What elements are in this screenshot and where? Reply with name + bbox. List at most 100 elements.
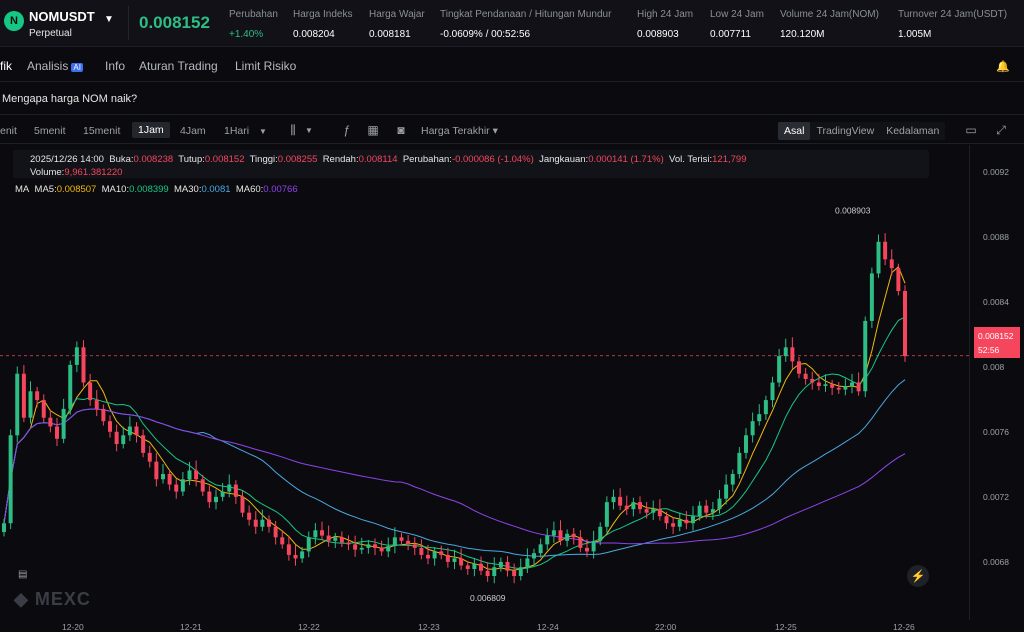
candle-body [227, 484, 232, 492]
candle-body [94, 400, 99, 409]
ma-legend[interactable]: MA MA5:0.008507 MA10:0.008399 MA30:0.008… [15, 184, 298, 195]
candle-body [21, 373, 26, 418]
ma30-label: MA30: [174, 184, 202, 195]
y-tick: 0.0088 [983, 232, 1009, 242]
tab-info[interactable]: Info [105, 59, 126, 73]
candle-body [518, 567, 523, 577]
candle-body [903, 291, 907, 357]
candle-body [306, 537, 311, 552]
candle-body [777, 356, 782, 383]
price-type-label: Harga Terakhir [421, 125, 490, 137]
candle-body [88, 382, 93, 401]
ai-prompt-bar[interactable]: Mengapa harga NOM naik? [0, 83, 1024, 115]
indicator-icon[interactable]: ƒ [343, 123, 351, 137]
chart-tabs: fik Analisis AI Info Aturan Trading Limit… [0, 48, 1024, 82]
candle-body [353, 544, 358, 550]
symbol-name: NOMUSDT [29, 9, 95, 24]
fullscreen-icon[interactable]: ⤢ [996, 123, 1006, 137]
candle-body [631, 502, 636, 510]
lightning-icon[interactable]: ⚡ [907, 565, 929, 587]
candle-body [300, 551, 305, 559]
candle-body [710, 509, 715, 513]
candle-body [253, 519, 258, 527]
view-asal[interactable]: Asal [778, 122, 811, 140]
candle-body [571, 533, 576, 538]
candle-body [15, 373, 20, 436]
candle-body [28, 391, 33, 418]
filled-vol-label: Vol. Terisi: [669, 154, 713, 165]
volume-label: Volume: [30, 167, 65, 178]
ai-badge: AI [71, 63, 83, 72]
candle-body [233, 484, 238, 497]
view-kedalaman[interactable]: Kedalaman [886, 125, 940, 137]
tab-aturan-trading[interactable]: Aturan Trading [139, 59, 218, 73]
close-label: Tutup: [178, 154, 205, 165]
volume-value: 9,961.381220 [64, 167, 123, 178]
camera-icon[interactable]: ◙ [397, 123, 405, 137]
candle-body [750, 421, 755, 436]
interval-4jam[interactable]: 4Jam [180, 125, 206, 137]
candle-body [532, 553, 536, 559]
candle-body [379, 547, 384, 552]
candle-body [127, 426, 132, 436]
x-tick: 22:00 [655, 622, 677, 632]
candle-body [267, 519, 271, 527]
volume-line: Volume:9,961.381220 [30, 167, 122, 178]
interval-5menit[interactable]: 5menit [34, 125, 66, 137]
candle-body [744, 435, 748, 453]
candle-body [200, 479, 205, 492]
interval-1hari[interactable]: 1Hari [224, 125, 250, 137]
candlestick-chart[interactable]: 0.008903 0.006809 [0, 145, 1024, 632]
candle-body [114, 431, 119, 445]
candle-body [147, 452, 152, 462]
candle-body [472, 563, 477, 569]
candle-body [41, 400, 46, 418]
interval-1menit[interactable]: enit [0, 125, 17, 137]
candle-type-icon[interactable]: ⫼ [290, 123, 296, 137]
symbol-selector[interactable]: N NOMUSDT Perpetual ▼ [4, 8, 126, 42]
ma5-value: 0.008507 [56, 184, 97, 195]
range-label: Jangkauan: [539, 154, 589, 165]
chart-toolbar: enit 5menit 15menit 1Jam 4Jam 1Hari ▼ ⫼ … [0, 116, 1024, 144]
candle-body [392, 537, 397, 547]
candle-body [339, 537, 344, 543]
x-tick: 12-20 [62, 622, 84, 632]
candle-body [452, 558, 457, 562]
candle-body [850, 382, 854, 387]
candle-body [48, 417, 53, 427]
high-label: Tinggi: [249, 154, 278, 165]
price-axis[interactable] [969, 145, 1024, 620]
price-type-select[interactable]: Harga Terakhir ▾ [421, 125, 498, 137]
candle-body [81, 347, 86, 383]
tab-grafik[interactable]: fik [0, 59, 12, 73]
stat-volume-24h: Volume 24 Jam(NOM) 120.120M [780, 9, 879, 40]
stat-funding-rate[interactable]: Tingkat Pendanaan / Hitungan Mundur -0.06… [440, 9, 612, 40]
interval-15menit[interactable]: 15menit [83, 125, 121, 137]
candle-body [280, 537, 285, 545]
candle-body [61, 408, 66, 439]
candle-body [121, 435, 126, 445]
chevron-down-icon: ▼ [104, 14, 114, 25]
candle-body [624, 505, 629, 510]
candle-body [578, 537, 583, 548]
ma10-label: MA10: [101, 184, 130, 195]
candle-body [2, 523, 6, 533]
tab-analisis[interactable]: Analisis AI [27, 59, 83, 73]
chevron-down-icon[interactable]: ▼ [305, 126, 313, 135]
calendar-icon[interactable]: ▤ [18, 569, 28, 580]
ma5-line [3, 265, 906, 571]
candle-countdown: 52:56 [978, 345, 1000, 355]
window-icon[interactable]: ▭ [965, 123, 977, 137]
ma5-label: MA5: [34, 184, 57, 195]
stat-turnover-24h: Turnover 24 Jam(USDT) 1.005M [898, 9, 1008, 40]
interval-1jam[interactable]: 1Jam [132, 122, 170, 138]
candle-body [883, 241, 888, 260]
layout-icon[interactable]: ▦ [367, 123, 379, 137]
y-tick: 0.0084 [983, 297, 1009, 307]
tab-limit-risiko[interactable]: Limit Risiko [235, 59, 297, 73]
y-tick: 0.008 [983, 362, 1005, 372]
view-tradingview[interactable]: TradingView [816, 125, 875, 137]
interval-more-icon[interactable]: ▼ [259, 127, 267, 136]
bell-icon[interactable]: 🔔 [996, 61, 1010, 73]
